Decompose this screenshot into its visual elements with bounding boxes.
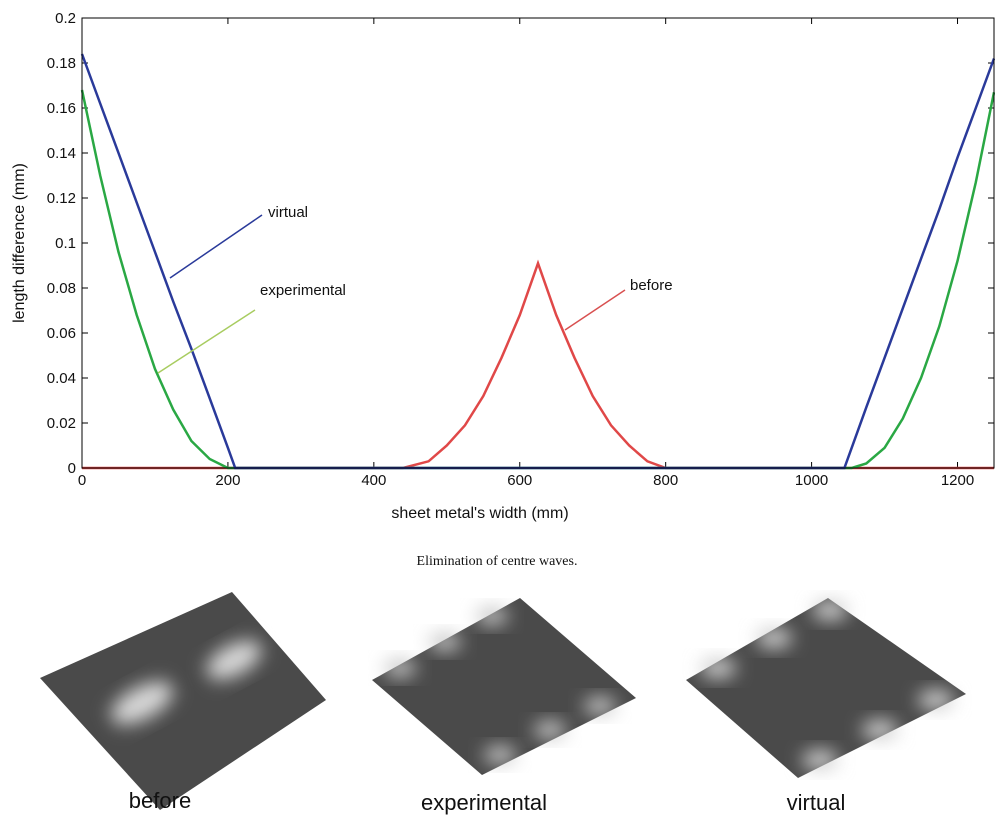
x-tick-label: 800 [653,472,678,489]
x-tick-label: 600 [507,472,532,489]
x-tick-label: 0 [78,472,86,489]
wave [484,746,516,764]
wave [111,681,173,725]
surface [686,598,966,778]
wave [476,607,508,625]
annotation: before [630,277,673,294]
y-axis-label: length difference (mm) [11,163,28,323]
wave [206,640,262,680]
series-line [80,89,995,470]
y-tick-label: 0.18 [47,55,76,72]
annotation-line [169,214,263,279]
annotation-line [564,289,626,331]
y-tick-label: 0.12 [47,190,76,207]
y-tick-label: 0.04 [47,370,76,387]
panel-label: virtual [787,790,846,815]
wave [700,658,736,678]
y-tick-label: 0.16 [47,100,76,117]
panel-surfaces [40,592,966,810]
x-tick-label: 400 [361,472,386,489]
y-tick-label: 0 [68,460,76,477]
wave [584,697,616,715]
surface [40,592,326,810]
wave [429,633,461,651]
wave [756,628,792,648]
y-tick-label: 0.02 [47,415,76,432]
x-axis-label: sheet metal's width (mm) [391,505,568,522]
x-tick-label: 1200 [941,472,974,489]
annotation-line [157,309,256,374]
panel-label: experimental [421,790,547,815]
y-tick-label: 0.08 [47,280,76,297]
y-tick-label: 0.14 [47,145,76,162]
series-line [82,259,994,470]
wave [862,720,898,740]
x-tick-label: 1000 [795,472,828,489]
annotation: virtual [268,204,308,221]
surface [372,598,636,775]
plot-frame [81,17,995,469]
wave [812,600,848,620]
annotation: experimental [260,282,346,299]
wave [802,750,838,770]
x-tick-label: 200 [215,472,240,489]
y-tick-label: 0.06 [47,325,76,342]
y-tick-label: 0.2 [55,10,76,27]
caption: Elimination of centre waves. [417,554,578,569]
wave [918,690,954,710]
wave [384,659,416,677]
y-tick-label: 0.1 [55,235,76,252]
panel-label: before [129,788,191,813]
wave [534,721,566,739]
